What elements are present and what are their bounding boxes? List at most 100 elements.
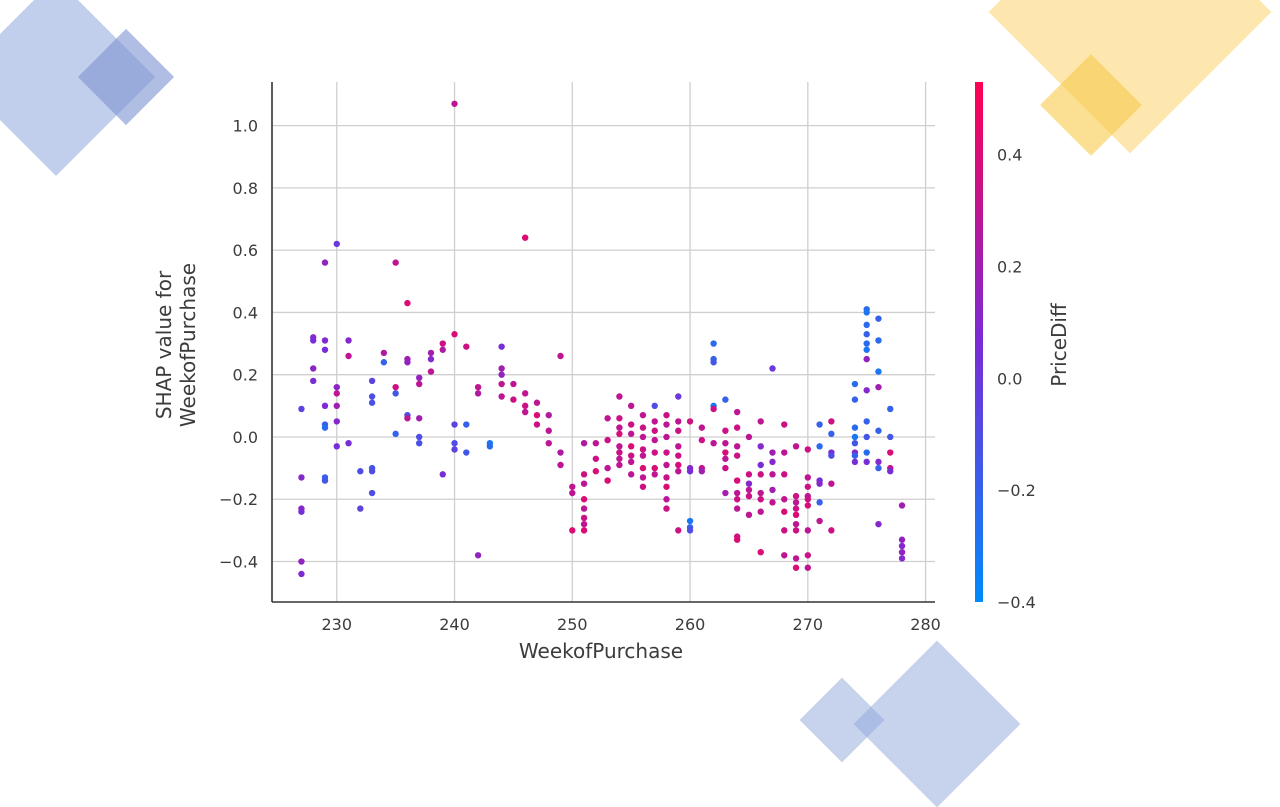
data-point — [769, 458, 776, 466]
data-point — [321, 259, 329, 266]
data-point — [569, 483, 576, 490]
data-point — [781, 508, 788, 515]
data-point — [463, 421, 470, 428]
data-point — [863, 433, 870, 441]
data-point — [451, 100, 458, 107]
data-point — [616, 449, 623, 456]
data-point — [745, 480, 753, 487]
data-point — [863, 355, 870, 363]
data-point — [722, 449, 729, 456]
data-point — [851, 424, 859, 431]
data-point — [298, 508, 305, 515]
data-point — [345, 337, 352, 344]
data-point — [863, 387, 870, 394]
x-tick-label: 250 — [557, 615, 588, 634]
data-point — [439, 471, 446, 478]
y-tick-label: 0.4 — [233, 303, 258, 322]
x-tick-label: 280 — [910, 615, 941, 634]
data-point — [816, 499, 823, 506]
data-point — [404, 359, 411, 366]
data-point — [804, 552, 812, 559]
data-point — [451, 331, 458, 338]
data-point — [427, 349, 435, 357]
data-point — [639, 424, 647, 431]
colorbar-tick-label: 0.0 — [997, 369, 1022, 388]
data-point — [733, 424, 741, 431]
data-point — [663, 421, 670, 428]
data-point — [639, 474, 647, 481]
data-point — [863, 449, 870, 456]
data-point — [498, 365, 505, 372]
data-point — [416, 433, 423, 441]
data-point — [663, 474, 670, 481]
colorbar-tick-label: −0.4 — [997, 593, 1036, 612]
grid-lines — [272, 82, 935, 602]
data-point — [333, 383, 340, 391]
data-point — [804, 564, 812, 571]
data-point — [474, 383, 482, 391]
data-point — [733, 536, 741, 543]
data-point — [792, 527, 800, 534]
data-point — [733, 408, 741, 416]
data-point — [863, 418, 870, 425]
data-point — [898, 502, 906, 509]
data-point — [380, 359, 388, 366]
shap-dependence-chart: 230 240 250 260 270 280 −0.4 −0.2 0.0 0.2 0.4 0.6 0.… — [152, 82, 1071, 663]
data-point — [851, 433, 859, 441]
data-point — [321, 402, 329, 410]
data-point — [616, 443, 623, 450]
data-point — [321, 346, 329, 353]
data-point — [592, 439, 600, 447]
data-point — [757, 548, 764, 556]
data-point — [392, 383, 399, 391]
data-point — [521, 390, 529, 397]
data-point — [722, 427, 729, 434]
data-point — [851, 380, 859, 388]
data-point — [710, 359, 717, 366]
data-point — [675, 418, 682, 425]
colorbar-label: PriceDiff — [1047, 302, 1071, 387]
data-point — [792, 492, 800, 500]
data-point — [616, 424, 623, 431]
data-point — [627, 430, 635, 438]
data-point — [875, 458, 882, 466]
data-point — [675, 427, 682, 434]
data-point — [604, 477, 611, 484]
data-point — [639, 446, 647, 453]
data-point — [533, 421, 541, 428]
data-point — [580, 505, 588, 512]
data-point — [887, 449, 894, 456]
data-point — [298, 405, 305, 413]
data-point — [686, 527, 694, 534]
data-point — [804, 527, 812, 534]
data-point — [592, 455, 600, 462]
data-point — [781, 527, 788, 534]
data-point — [333, 390, 340, 397]
data-point — [781, 552, 788, 559]
data-point — [345, 352, 352, 360]
data-point — [851, 439, 859, 447]
data-point — [604, 436, 611, 444]
data-point — [851, 452, 859, 459]
data-point — [392, 390, 399, 397]
data-point — [639, 433, 647, 441]
data-point — [380, 349, 388, 357]
data-point — [580, 480, 588, 487]
data-point — [357, 505, 364, 512]
data-point — [757, 461, 764, 469]
data-point — [710, 340, 717, 347]
data-point — [722, 439, 729, 447]
data-point — [545, 427, 552, 434]
data-point — [804, 502, 812, 509]
data-point — [357, 468, 364, 475]
data-point — [345, 439, 352, 447]
data-point — [368, 393, 376, 400]
data-point — [557, 449, 564, 456]
data-point — [733, 496, 741, 503]
x-axis-label: WeekofPurchase — [519, 639, 683, 663]
data-point — [863, 321, 870, 329]
data-point — [781, 496, 788, 503]
y-axis-label-line2-text: WeekofPurchase — [176, 263, 200, 427]
x-tick-label: 230 — [321, 615, 352, 634]
data-point — [616, 430, 623, 438]
